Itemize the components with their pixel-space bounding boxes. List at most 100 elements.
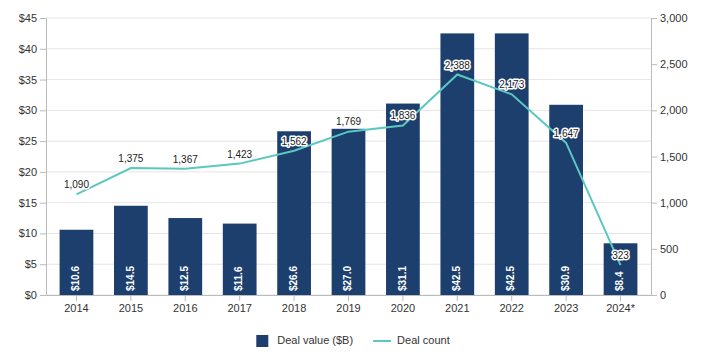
legend-swatch: [373, 340, 391, 342]
tick-mark: [511, 295, 512, 301]
legend-item: Deal count: [373, 334, 450, 346]
y2-axis: 0 500 1,000 1,500 2,000 2,500 3,000: [651, 12, 688, 301]
y-axis: $0$5$10$15$20$25$30$35$40$45: [19, 12, 47, 301]
tick: 2019: [336, 295, 360, 314]
bar-label: $12.5: [179, 266, 190, 291]
tick-mark: [40, 264, 46, 265]
tick-mark: [651, 64, 657, 65]
tick: 2015: [119, 295, 143, 314]
tick: 1,500: [651, 151, 688, 163]
tick: 2017: [227, 295, 251, 314]
bar: [277, 131, 311, 295]
tick-mark: [620, 295, 621, 301]
point-label: 1,423: [227, 149, 252, 160]
tick-mark: [651, 157, 657, 158]
grid-line: [46, 79, 651, 80]
tick: $10: [19, 227, 46, 239]
tick-label: $35: [19, 74, 37, 86]
point-label: 323: [612, 250, 629, 261]
tick-mark: [40, 233, 46, 234]
point-label: 1,375: [118, 153, 143, 164]
tick-label: 2019: [336, 302, 360, 314]
tick-label: $20: [19, 166, 37, 178]
tick-mark: [348, 295, 349, 301]
tick: $45: [19, 12, 46, 24]
tick: 2,000: [651, 104, 688, 116]
tick-mark: [651, 110, 657, 111]
point-label: 1,562: [282, 136, 307, 147]
tick-label: $10: [19, 227, 37, 239]
tick: $25: [19, 135, 46, 147]
tick-label: 2,000: [660, 104, 688, 116]
tick: 1,000: [651, 197, 688, 209]
tick-mark: [651, 249, 657, 250]
point-label: 1,090: [64, 179, 89, 190]
tick: 2014: [64, 295, 88, 314]
tick: $20: [19, 166, 46, 178]
tick: $40: [19, 43, 46, 55]
grid-line: [46, 18, 651, 19]
point-label: 1,836: [390, 110, 415, 121]
bar: [440, 33, 474, 295]
bar: [332, 129, 366, 295]
marks: [60, 33, 638, 295]
legend-item: Deal value ($B): [256, 334, 353, 347]
grid: [46, 18, 651, 295]
tick-label: 1,000: [660, 197, 688, 209]
legend-swatch: [256, 335, 268, 347]
point-label: 1,769: [336, 116, 361, 127]
tick-label: 0: [660, 289, 666, 301]
chart: $10.6$14.5$12.5$11.6$26.6$27.0$31.1$42.5…: [0, 0, 703, 357]
tick-label: $40: [19, 43, 37, 55]
tick-mark: [40, 295, 46, 296]
axis-line: [46, 19, 47, 296]
tick-label: 2024*: [606, 302, 635, 314]
tick-label: 2016: [173, 302, 197, 314]
tick-label: $25: [19, 135, 37, 147]
bar: [114, 206, 148, 295]
bar-label: $42.5: [505, 266, 516, 291]
tick-label: $5: [25, 258, 37, 270]
tick-mark: [40, 18, 46, 19]
bar: [604, 243, 638, 295]
legend: Deal value ($B) Deal count: [256, 334, 449, 347]
tick-mark: [40, 203, 46, 204]
tick-mark: [294, 295, 295, 301]
tick-label: 2,500: [660, 58, 688, 70]
bar: [549, 105, 583, 295]
bar-label: $14.5: [125, 266, 136, 291]
tick-mark: [185, 295, 186, 301]
tick-mark: [40, 80, 46, 81]
tick-mark: [402, 295, 403, 301]
tick-mark: [239, 295, 240, 301]
tick-mark: [651, 295, 657, 296]
tick: 3,000: [651, 12, 688, 24]
tick-label: $0: [25, 289, 37, 301]
point-label: 2,388: [445, 60, 470, 71]
tick-mark: [651, 18, 657, 19]
bar-label: $11.6: [233, 266, 244, 291]
bar: [60, 230, 94, 295]
tick-label: 2023: [554, 302, 578, 314]
bar-label: $30.9: [560, 266, 571, 291]
tick: $5: [25, 258, 46, 270]
tick-label: 1,500: [660, 151, 688, 163]
tick: 2,500: [651, 58, 688, 70]
tick-label: 500: [660, 243, 678, 255]
tick-label: 2020: [391, 302, 415, 314]
tick: $15: [19, 197, 46, 209]
tick: 2023: [554, 295, 578, 314]
legend-label: Deal count: [397, 334, 450, 346]
tick-label: 2015: [119, 302, 143, 314]
tick: 2024*: [606, 295, 635, 314]
tick-mark: [40, 141, 46, 142]
tick-label: 2014: [64, 302, 88, 314]
data-labels: $10.6$14.5$12.5$11.6$26.6$27.0$31.1$42.5…: [64, 60, 629, 291]
tick-label: 2018: [282, 302, 306, 314]
tick-mark: [651, 203, 657, 204]
tick: 2016: [173, 295, 197, 314]
bar: [168, 218, 202, 295]
bar: [386, 104, 420, 295]
tick-mark: [76, 295, 77, 301]
tick: 2021: [445, 295, 469, 314]
